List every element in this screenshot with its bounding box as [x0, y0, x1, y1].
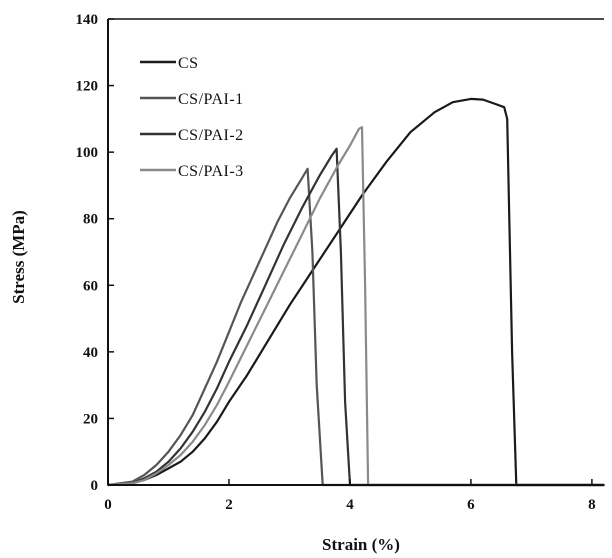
y-tick-label: 40 [83, 345, 98, 361]
series-line-3 [106, 147, 606, 487]
legend-label: CS/PAI-2 [178, 127, 244, 144]
x-tick-label: 0 [104, 497, 112, 513]
y-tick-label: 20 [83, 411, 98, 427]
x-tick-label: 4 [346, 497, 354, 513]
y-tick-label: 0 [91, 478, 99, 494]
x-tick-label: 6 [467, 497, 475, 513]
y-tick-label: 100 [76, 145, 99, 161]
series-line-2 [106, 167, 606, 487]
series-line-4 [106, 126, 606, 487]
legend-label: CS [178, 55, 199, 72]
legend: CS CS/PAI-1 CS/PAI-2 CS/PAI-3 [140, 55, 244, 180]
legend-label: CS/PAI-3 [178, 163, 244, 180]
y-tick-label: 140 [76, 12, 99, 28]
series-line-1 [106, 97, 606, 487]
y-tick-label: 80 [83, 212, 98, 228]
legend-label: CS/PAI-1 [178, 91, 244, 108]
y-axis-label: Stress (MPa) [9, 210, 28, 304]
y-tick-label: 120 [76, 79, 99, 95]
x-axis-label: Strain (%) [322, 535, 400, 554]
x-tick-label: 2 [225, 497, 233, 513]
y-tick-label: 60 [83, 278, 98, 294]
plot-area [106, 97, 606, 487]
x-tick-label: 8 [588, 497, 596, 513]
